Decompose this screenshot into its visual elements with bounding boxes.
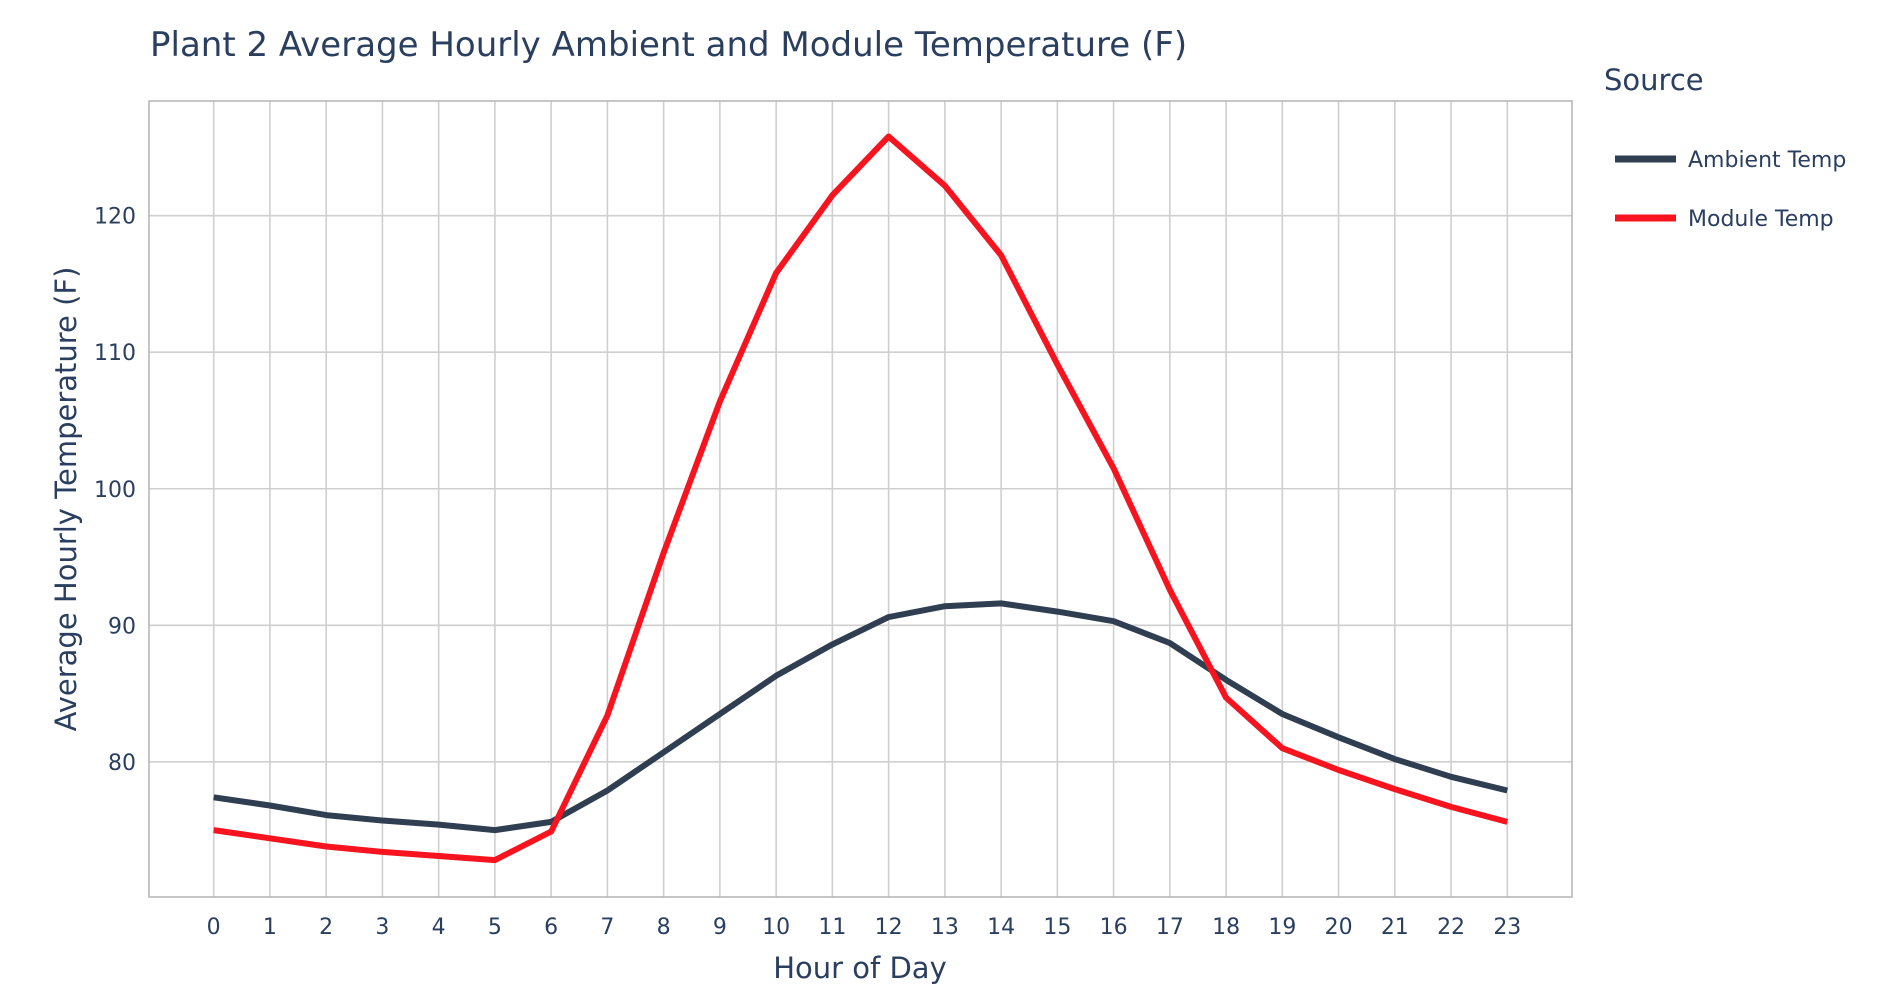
x-tick-label: 23 [1493, 915, 1521, 940]
plot-frame [148, 100, 1573, 898]
chart-title: Plant 2 Average Hourly Ambient and Modul… [150, 25, 1187, 65]
x-tick-label: 16 [1100, 915, 1128, 940]
legend-item-ambient-temp[interactable]: Ambient Temp [1615, 148, 1846, 173]
legend-title: Source [1604, 63, 1704, 97]
y-axis-ticks: 80 90 100 110 120 [94, 205, 136, 776]
x-tick-label: 1 [263, 915, 277, 940]
legend-item-module-temp[interactable]: Module Temp [1615, 207, 1834, 232]
x-tick-label: 10 [762, 915, 790, 940]
x-tick-label: 7 [600, 915, 614, 940]
x-tick-label: 11 [818, 915, 846, 940]
x-tick-label: 8 [657, 915, 671, 940]
x-axis-title: Hour of Day [773, 951, 947, 985]
series-line-ambient-temp [213, 600, 1509, 834]
y-tick-label: 110 [94, 341, 136, 366]
x-tick-label: 4 [432, 915, 446, 940]
x-tick-label: 14 [987, 915, 1015, 940]
x-tick-label: 15 [1043, 915, 1071, 940]
y-tick-label: 90 [108, 614, 136, 639]
y-tick-label: 100 [94, 478, 136, 503]
x-tick-label: 22 [1437, 915, 1465, 940]
x-tick-label: 13 [931, 915, 959, 940]
x-tick-label: 19 [1268, 915, 1296, 940]
x-tick-label: 5 [488, 915, 502, 940]
x-tick-label: 20 [1325, 915, 1353, 940]
y-tick-label: 80 [108, 751, 136, 776]
x-tick-label: 18 [1212, 915, 1240, 940]
x-tick-label: 6 [544, 915, 558, 940]
grid [149, 101, 1572, 897]
x-tick-label: 12 [875, 915, 903, 940]
y-tick-label: 120 [94, 205, 136, 230]
legend: Ambient Temp Module Temp [1615, 148, 1846, 232]
legend-label: Ambient Temp [1688, 148, 1846, 173]
x-tick-label: 2 [319, 915, 333, 940]
y-axis-title: Average Hourly Temperature (F) [49, 267, 83, 732]
x-tick-label: 0 [207, 915, 221, 940]
x-tick-label: 21 [1381, 915, 1409, 940]
x-tick-label: 9 [713, 915, 727, 940]
x-axis-ticks: 0 1 2 3 4 5 6 7 8 9 10 11 12 13 14 15 16 17 18 19 20 21 22 23 [207, 915, 1522, 940]
legend-label: Module Temp [1688, 207, 1834, 232]
x-tick-label: 17 [1156, 915, 1184, 940]
series-line-module-temp [213, 133, 1509, 864]
x-tick-label: 3 [375, 915, 389, 940]
series-lines [213, 133, 1509, 864]
